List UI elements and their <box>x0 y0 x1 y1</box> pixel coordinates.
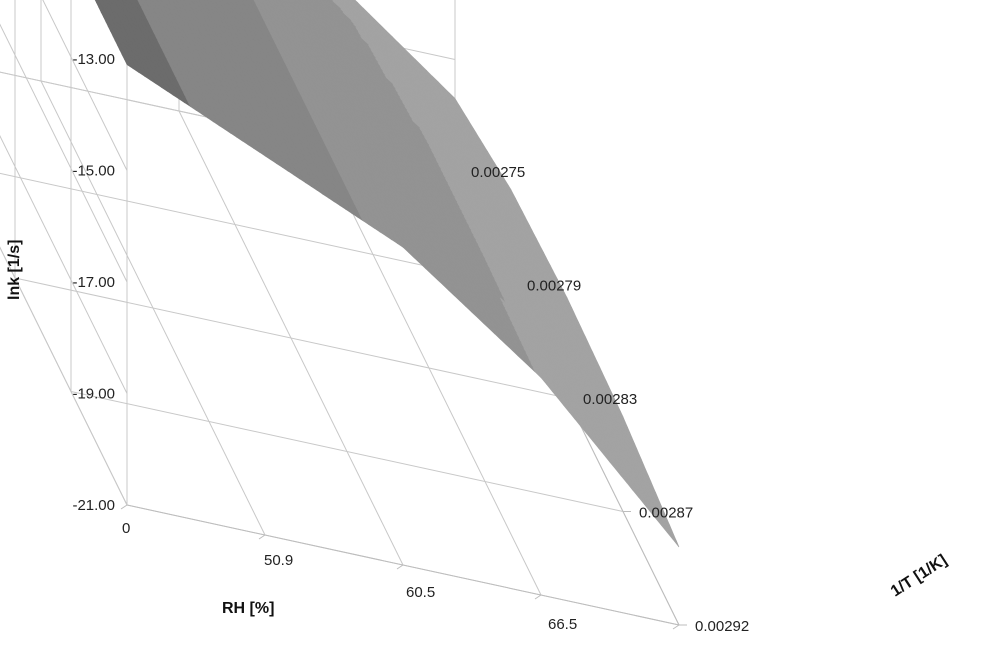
left-wall-grid-line <box>42 0 128 171</box>
x-tick-mark <box>258 534 266 540</box>
surface-plot <box>94 0 680 548</box>
floor-grid-line <box>14 277 568 399</box>
x-tick-mark <box>396 564 404 570</box>
floor-grid-line <box>0 172 512 285</box>
x-tick-mark <box>672 624 680 630</box>
x-tick-mark <box>120 504 128 510</box>
x-tick-mark <box>534 594 542 600</box>
floor-grid-line <box>70 391 624 512</box>
